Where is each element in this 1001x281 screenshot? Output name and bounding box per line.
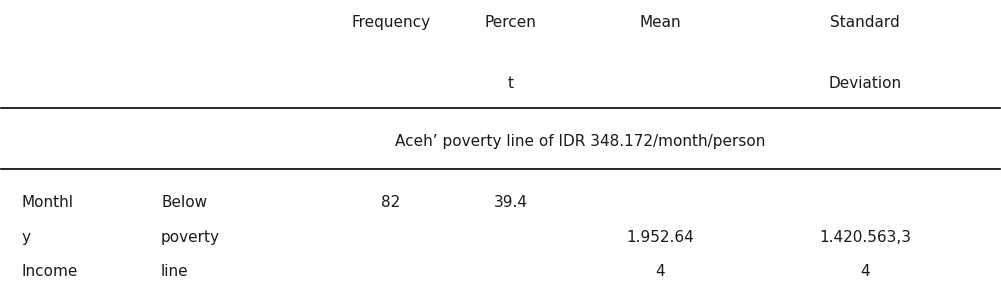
- Text: Deviation: Deviation: [828, 76, 902, 91]
- Text: 1.952.64: 1.952.64: [627, 230, 694, 245]
- Text: y: y: [21, 230, 30, 245]
- Text: Percen: Percen: [484, 15, 537, 30]
- Text: 4: 4: [656, 264, 665, 279]
- Text: Frequency: Frequency: [351, 15, 430, 30]
- Text: 1.420.563,3: 1.420.563,3: [819, 230, 911, 245]
- Text: Mean: Mean: [640, 15, 681, 30]
- Text: Monthl: Monthl: [21, 195, 73, 210]
- Text: Income: Income: [21, 264, 78, 279]
- Text: 39.4: 39.4: [493, 195, 528, 210]
- Text: line: line: [161, 264, 189, 279]
- Text: 82: 82: [381, 195, 400, 210]
- Text: t: t: [508, 76, 514, 91]
- Text: 4: 4: [860, 264, 870, 279]
- Text: poverty: poverty: [161, 230, 220, 245]
- Text: Aceh’ poverty line of IDR 348.172/month/person: Aceh’ poverty line of IDR 348.172/month/…: [395, 134, 766, 149]
- Text: Standard: Standard: [830, 15, 900, 30]
- Text: Below: Below: [161, 195, 207, 210]
